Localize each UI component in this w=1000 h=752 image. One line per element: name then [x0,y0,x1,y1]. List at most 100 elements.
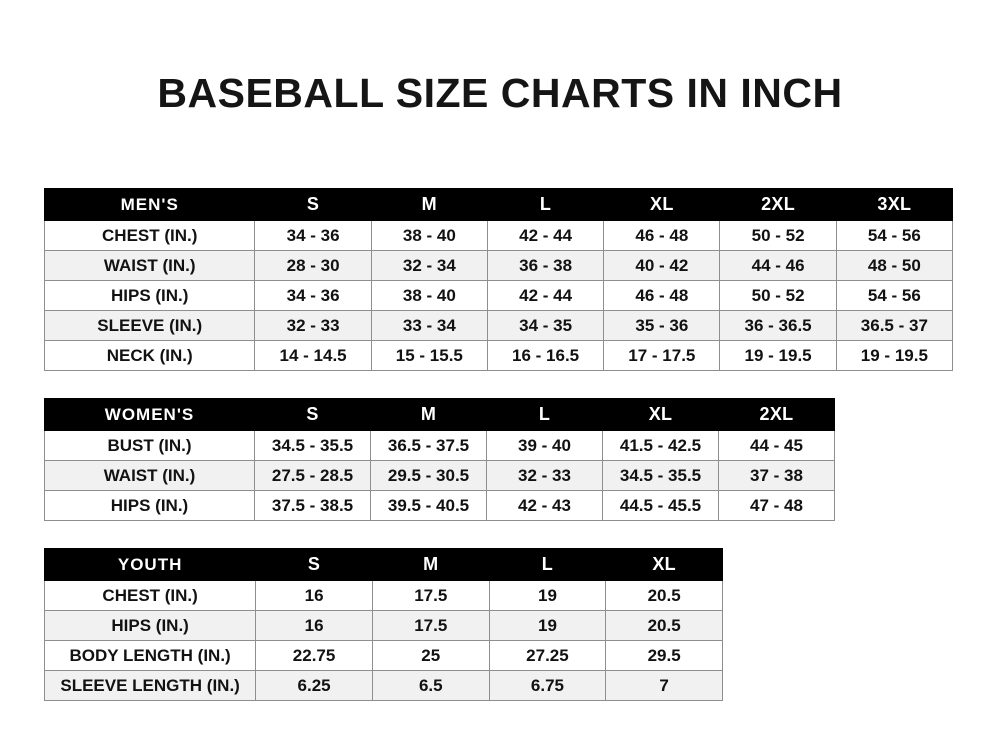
youth-row-label: BODY LENGTH (IN.) [43,640,257,671]
mens-measurement-cell: 40 - 42 [603,250,721,281]
youth-size-header-m: M [371,548,490,581]
womens-size-header-l: L [486,398,603,431]
mens-row-label: HIPS (IN.) [43,280,256,311]
mens-measurement-cell: 50 - 52 [719,220,837,251]
mens-measurement-cell: 42 - 44 [486,280,605,311]
mens-size-header-2xl: 2XL [719,188,837,221]
youth-row-label: CHEST (IN.) [43,580,257,611]
womens-size-header-s: S [254,398,371,431]
mens-measurement-cell: 28 - 30 [254,250,372,281]
womens-measurement-cell: 37.5 - 38.5 [254,490,371,521]
mens-measurement-cell: 32 - 33 [254,310,372,341]
womens-measurement-cell: 34.5 - 35.5 [602,460,719,491]
womens-measurement-cell: 47 - 48 [718,490,835,521]
youth-size-table: YOUTH S M L XL CHEST (IN.) 16 17.5 19 20.5 HIPS (I… [43,548,723,701]
mens-size-header-m: M [370,188,488,221]
mens-header-label: MEN'S [43,188,256,221]
youth-measurement-cell: 16 [255,580,373,611]
table-row: BODY LENGTH (IN.) 22.75 25 27.25 29.5 [43,640,723,671]
womens-measurement-cell: 36.5 - 37.5 [370,430,487,461]
mens-measurement-cell: 46 - 48 [603,220,721,251]
womens-measurement-cell: 37 - 38 [718,460,835,491]
youth-header-row: YOUTH S M L XL [43,548,723,581]
youth-measurement-cell: 22.75 [255,640,373,671]
table-row: BUST (IN.) 34.5 - 35.5 36.5 - 37.5 39 - 40 4… [44,430,835,461]
womens-size-table: WOMEN'S S M L XL 2XL BUST (IN.) 34.5 - 35.5 36.5… [44,398,835,521]
mens-measurement-cell: 34 - 36 [254,220,372,251]
mens-measurement-cell: 16 - 16.5 [486,340,605,371]
womens-header-row: WOMEN'S S M L XL 2XL [44,398,835,431]
youth-row-label: SLEEVE LENGTH (IN.) [43,670,257,701]
youth-measurement-cell: 17.5 [371,580,490,611]
page-title: BASEBALL SIZE CHARTS IN INCH [157,70,843,116]
youth-measurement-cell: 29.5 [605,640,723,671]
table-row: WAIST (IN.) 28 - 30 32 - 34 36 - 38 40 - 42 4… [43,250,954,281]
youth-table-body: YOUTH S M L XL CHEST (IN.) 16 17.5 19 20.5 HIPS (I… [43,548,723,701]
mens-measurement-cell: 33 - 34 [370,310,488,341]
mens-measurement-cell: 48 - 50 [835,250,954,281]
mens-row-label: CHEST (IN.) [43,220,256,251]
mens-measurement-cell: 36 - 38 [486,250,605,281]
womens-measurement-cell: 41.5 - 42.5 [602,430,719,461]
mens-measurement-cell: 19 - 19.5 [835,340,954,371]
mens-measurement-cell: 54 - 56 [835,280,954,311]
youth-measurement-cell: 19 [488,610,607,641]
youth-measurement-cell: 25 [371,640,490,671]
mens-measurement-cell: 38 - 40 [370,280,488,311]
mens-row-label: SLEEVE (IN.) [43,310,256,341]
womens-row-label: HIPS (IN.) [44,490,255,521]
youth-measurement-cell: 20.5 [605,610,723,641]
womens-measurement-cell: 27.5 - 28.5 [254,460,371,491]
womens-header-label: WOMEN'S [44,398,255,431]
womens-row-label: BUST (IN.) [44,430,255,461]
womens-measurement-cell: 39.5 - 40.5 [370,490,487,521]
mens-measurement-cell: 46 - 48 [603,280,721,311]
womens-measurement-cell: 42 - 43 [486,490,603,521]
mens-measurement-cell: 35 - 36 [603,310,721,341]
womens-measurement-cell: 44 - 45 [718,430,835,461]
table-row: HIPS (IN.) 34 - 36 38 - 40 42 - 44 46 - 48 50… [43,280,954,311]
youth-size-header-xl: XL [605,548,723,581]
mens-measurement-cell: 19 - 19.5 [719,340,837,371]
mens-size-header-l: L [486,188,605,221]
mens-measurement-cell: 44 - 46 [719,250,837,281]
mens-measurement-cell: 34 - 35 [486,310,605,341]
mens-measurement-cell: 32 - 34 [370,250,488,281]
youth-measurement-cell: 6.5 [371,670,490,701]
womens-measurement-cell: 29.5 - 30.5 [370,460,487,491]
womens-size-header-xl: XL [602,398,719,431]
mens-table-body: MEN'S S M L XL 2XL 3XL CHEST (IN.) 34 - 36 38 - 4… [43,188,954,371]
mens-measurement-cell: 54 - 56 [835,220,954,251]
youth-measurement-cell: 6.25 [255,670,373,701]
table-row: CHEST (IN.) 34 - 36 38 - 40 42 - 44 46 - 48 5… [43,220,954,251]
mens-measurement-cell: 14 - 14.5 [254,340,372,371]
womens-measurement-cell: 39 - 40 [486,430,603,461]
youth-measurement-cell: 6.75 [488,670,607,701]
youth-header-label: YOUTH [43,548,257,581]
table-row: CHEST (IN.) 16 17.5 19 20.5 [43,580,723,611]
mens-measurement-cell: 15 - 15.5 [370,340,488,371]
youth-measurement-cell: 20.5 [605,580,723,611]
womens-size-header-m: M [370,398,487,431]
youth-size-header-s: S [255,548,373,581]
youth-measurement-cell: 27.25 [488,640,607,671]
youth-size-header-l: L [488,548,607,581]
womens-table-body: WOMEN'S S M L XL 2XL BUST (IN.) 34.5 - 35.5 36.5… [44,398,835,521]
table-row: NECK (IN.) 14 - 14.5 15 - 15.5 16 - 16.5 17 … [43,340,954,371]
mens-measurement-cell: 36 - 36.5 [719,310,837,341]
mens-size-header-xl: XL [603,188,721,221]
mens-row-label: NECK (IN.) [43,340,256,371]
table-row: WAIST (IN.) 27.5 - 28.5 29.5 - 30.5 32 - 33… [44,460,835,491]
mens-row-label: WAIST (IN.) [43,250,256,281]
youth-measurement-cell: 7 [605,670,723,701]
mens-measurement-cell: 50 - 52 [719,280,837,311]
youth-measurement-cell: 17.5 [371,610,490,641]
mens-size-header-s: S [254,188,372,221]
mens-measurement-cell: 36.5 - 37 [835,310,954,341]
mens-measurement-cell: 34 - 36 [254,280,372,311]
table-row: HIPS (IN.) 16 17.5 19 20.5 [43,610,723,641]
mens-measurement-cell: 17 - 17.5 [603,340,721,371]
youth-row-label: HIPS (IN.) [43,610,257,641]
youth-measurement-cell: 16 [255,610,373,641]
womens-row-label: WAIST (IN.) [44,460,255,491]
